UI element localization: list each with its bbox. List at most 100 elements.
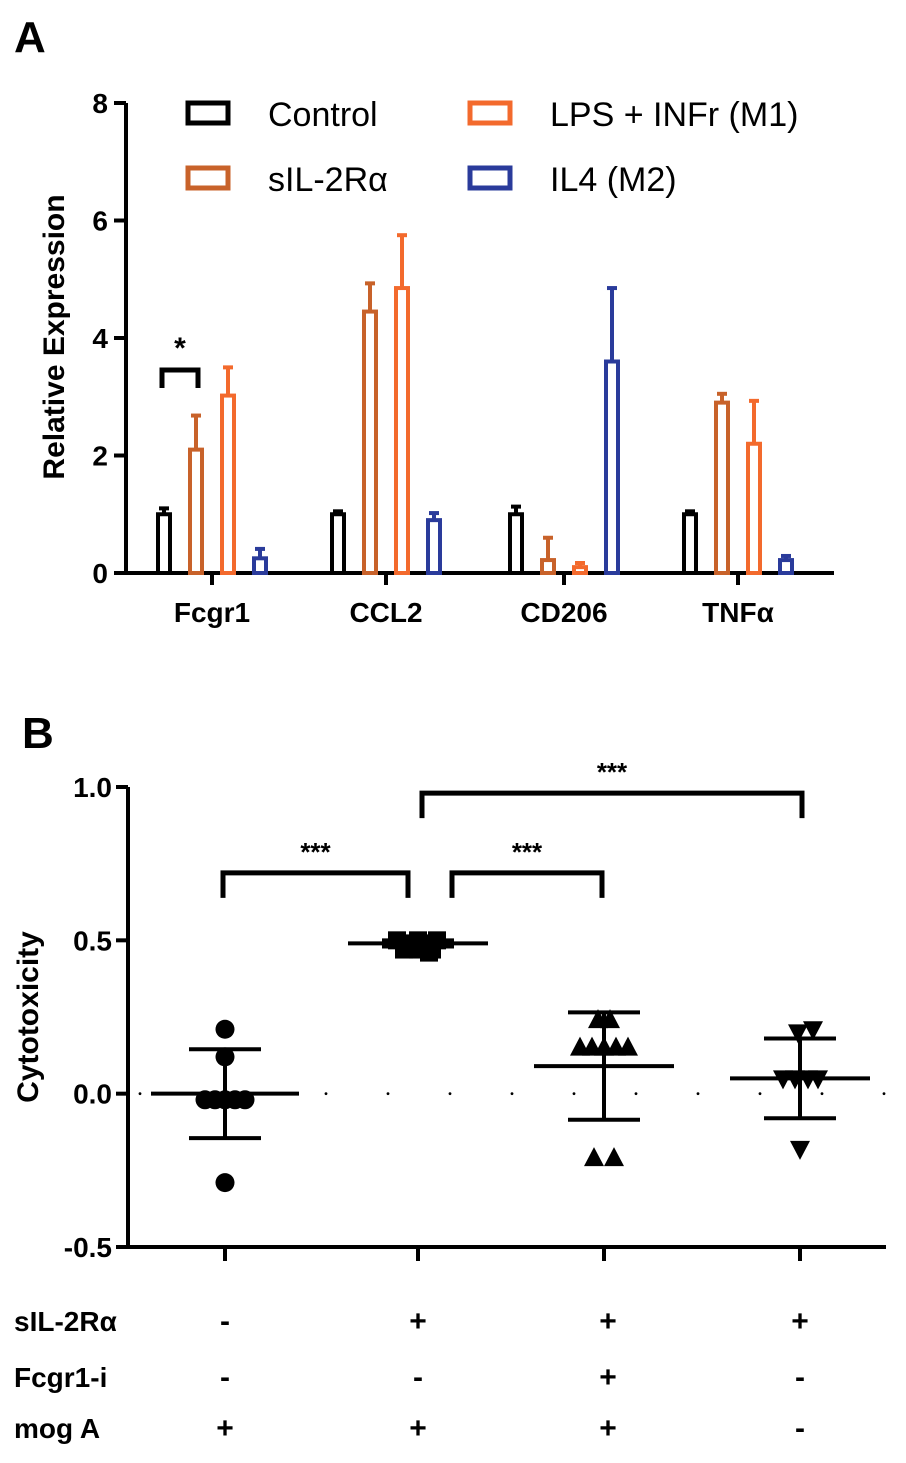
panel-a-y-tick-label: 4 <box>92 323 108 354</box>
data-point <box>803 1021 823 1041</box>
panel-a-y-tick-label: 2 <box>92 441 108 472</box>
condition-cell: - <box>795 1412 805 1445</box>
zero-reference-dot <box>386 1092 390 1096</box>
data-point <box>790 1140 810 1160</box>
condition-cell: + <box>599 1412 617 1445</box>
condition-cell: + <box>409 1412 427 1445</box>
data-point <box>215 1047 235 1067</box>
zero-reference-dot <box>882 1092 886 1096</box>
condition-row-label: sIL-2Rα <box>14 1306 117 1337</box>
data-point <box>215 1019 235 1039</box>
zero-reference-dot <box>696 1092 700 1096</box>
significance-stars: *** <box>512 837 543 867</box>
condition-cell: + <box>791 1305 809 1338</box>
panel-a-bars <box>156 233 794 576</box>
significance-stars: *** <box>300 837 331 867</box>
panel-b-groups <box>151 931 870 1193</box>
panel-a-bar <box>540 558 556 576</box>
panel-a-bar <box>156 512 172 575</box>
condition-cell: - <box>795 1361 805 1394</box>
zero-reference-dot <box>572 1092 576 1096</box>
panel-a-y-tick-label: 6 <box>92 206 108 237</box>
panel-a-y-tick-label: 0 <box>92 558 108 589</box>
zero-reference-dot <box>138 1092 142 1096</box>
panel-a-bar <box>426 518 442 575</box>
panel-a-x-tick-label: TNFα <box>702 597 774 628</box>
data-point <box>604 1147 624 1167</box>
zero-reference-dot <box>510 1092 514 1096</box>
panel-b-x-ticks <box>223 1247 802 1261</box>
panel-a-x-ticks: Fcgr1 CCL2 CD206 TNFα <box>174 573 774 628</box>
panel-a-bar <box>714 400 730 575</box>
zero-reference-dot <box>758 1092 762 1096</box>
panel-b-y-tick-label: 0.5 <box>73 925 112 956</box>
legend-swatch <box>467 165 513 191</box>
condition-cell: + <box>216 1412 234 1445</box>
legend-swatch <box>467 100 513 126</box>
data-point <box>808 1070 828 1090</box>
condition-cell: - <box>413 1361 423 1394</box>
panel-a-x-tick-label: CD206 <box>520 597 607 628</box>
condition-table: sIL-2Rα - + + + Fcgr1-i - - + - mog A + + + - <box>14 1305 809 1445</box>
condition-cell: + <box>599 1305 617 1338</box>
data-point <box>215 1173 235 1193</box>
condition-cell: + <box>599 1361 617 1394</box>
significance-bracket <box>419 790 805 819</box>
significance-bracket <box>220 870 411 898</box>
panel-a-bar <box>682 512 698 575</box>
data-point <box>584 1147 604 1167</box>
data-point <box>785 1070 805 1090</box>
legend-label: IL4 (M2) <box>550 161 677 199</box>
panel-a-legend: Control sIL-2Rα LPS + INFr (M1) IL4 (M2) <box>185 96 798 199</box>
condition-row-label: Fcgr1-i <box>14 1362 107 1393</box>
data-point <box>618 1036 638 1056</box>
panel-b-label: B <box>22 709 54 758</box>
panel-a-bar <box>188 447 204 575</box>
panel-b-y-tick-label: -0.5 <box>64 1232 112 1263</box>
data-point <box>600 1009 620 1029</box>
zero-reference-dot <box>324 1092 328 1096</box>
panel-a-y-ticks: 0 2 4 6 8 <box>92 88 126 589</box>
data-point <box>788 1024 808 1044</box>
condition-row-label: mog A <box>14 1413 100 1444</box>
panel-a-bar <box>746 441 762 575</box>
panel-a-bar <box>778 558 794 576</box>
data-point <box>420 943 438 962</box>
panel-b: B Cytotoxicity -0.5 0.0 0.5 1.0 *** *** *** <box>12 709 886 1263</box>
legend-swatch <box>185 165 231 191</box>
condition-cell: - <box>220 1361 230 1394</box>
zero-reference-dot <box>448 1092 452 1096</box>
panel-a-x-tick-label: Fcgr1 <box>174 597 250 628</box>
panel-a-bar <box>604 359 620 575</box>
panel-a-bar <box>572 565 588 575</box>
panel-a-bar <box>508 512 524 575</box>
legend-label: Control <box>268 96 378 134</box>
panel-a-bar <box>394 286 410 575</box>
panel-a: A Relative Expression 0 2 4 6 8 Fcgr1 CCL2 CD2… <box>14 13 834 628</box>
panel-a-annotations: * <box>159 332 201 388</box>
legend-label: LPS + INFr (M1) <box>550 96 798 134</box>
condition-cell: - <box>220 1305 230 1338</box>
legend-swatch <box>185 100 231 126</box>
panel-a-label: A <box>14 13 46 62</box>
panel-a-x-tick-label: CCL2 <box>349 597 422 628</box>
legend-label: sIL-2Rα <box>268 161 388 199</box>
panel-a-bar <box>362 309 378 575</box>
panel-b-brackets: *** *** *** <box>220 757 805 898</box>
panel-b-y-tick-label: 0.0 <box>73 1079 112 1110</box>
significance-star: * <box>174 332 186 365</box>
condition-cell: + <box>409 1305 427 1338</box>
panel-b-y-axis-label: Cytotoxicity <box>12 931 45 1103</box>
panel-a-bar <box>220 393 236 576</box>
significance-bracket <box>159 367 201 388</box>
significance-stars: *** <box>597 757 628 787</box>
panel-a-y-tick-label: 8 <box>92 88 108 119</box>
zero-reference-dot <box>820 1092 824 1096</box>
panel-a-bar <box>252 556 268 575</box>
panel-b-y-tick-label: 1.0 <box>73 772 112 803</box>
panel-b-y-ticks: -0.5 0.0 0.5 1.0 <box>64 772 128 1263</box>
data-point <box>235 1090 255 1110</box>
panel-a-bar <box>330 512 346 575</box>
zero-reference-dot <box>634 1092 638 1096</box>
